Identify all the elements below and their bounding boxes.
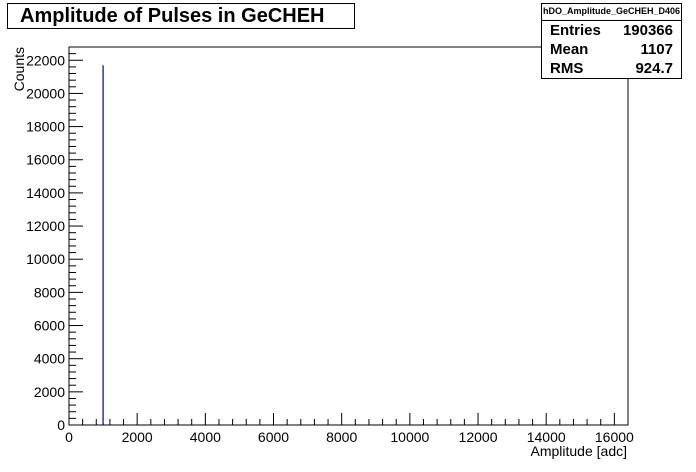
x-tick-label: 2000 [122, 429, 153, 445]
x-tick-label: 8000 [326, 429, 357, 445]
y-tick-label: 6000 [34, 318, 65, 334]
y-tick-label: 22000 [26, 52, 65, 68]
mean-value: 1107 [640, 41, 673, 58]
x-tick-label: 16000 [595, 429, 634, 445]
y-tick-label: 2000 [34, 384, 65, 400]
rms-value: 924.7 [635, 60, 673, 77]
y-tick-label: 8000 [34, 284, 65, 300]
x-tick-label: 6000 [258, 429, 289, 445]
mean-label: Mean [550, 41, 589, 58]
x-axis-title: Amplitude [adc] [531, 443, 628, 459]
histogram-name: hDO_Amplitude_GeCHEH_D406 [542, 4, 681, 21]
mean-row: Mean 1107 [542, 40, 681, 59]
y-axis: 0 2000 4000 6000 8000 10000 12000 14000 16000 180… [26, 46, 83, 433]
x-tick-label: 4000 [190, 429, 221, 445]
plot-frame [68, 46, 629, 426]
y-tick-label: 16000 [26, 152, 65, 168]
statistics-box: hDO_Amplitude_GeCHEH_D406 Entries 190366… [541, 3, 682, 79]
x-tick-label: 12000 [459, 429, 498, 445]
entries-row: Entries 190366 [542, 21, 681, 40]
x-tick-label: 10000 [390, 429, 429, 445]
y-tick-label: 14000 [26, 185, 65, 201]
rms-label: RMS [550, 60, 584, 77]
chart-title: Amplitude of Pulses in GeCHEH [7, 3, 355, 29]
y-tick-label: 4000 [34, 351, 65, 367]
entries-label: Entries [550, 22, 601, 39]
x-tick-label: 0 [65, 429, 73, 445]
y-tick-label: 10000 [26, 251, 65, 267]
x-axis: 0 2000 4000 6000 8000 10000 12000 14000 16000 [65, 413, 634, 445]
y-tick-label: 0 [57, 417, 65, 433]
y-axis-title: Counts [11, 47, 27, 91]
y-tick-label: 20000 [26, 85, 65, 101]
y-tick-label: 12000 [26, 218, 65, 234]
x-tick-label: 14000 [527, 429, 566, 445]
rms-row: RMS 924.7 [542, 59, 681, 78]
entries-value: 190366 [622, 22, 673, 39]
y-tick-label: 18000 [26, 119, 65, 135]
